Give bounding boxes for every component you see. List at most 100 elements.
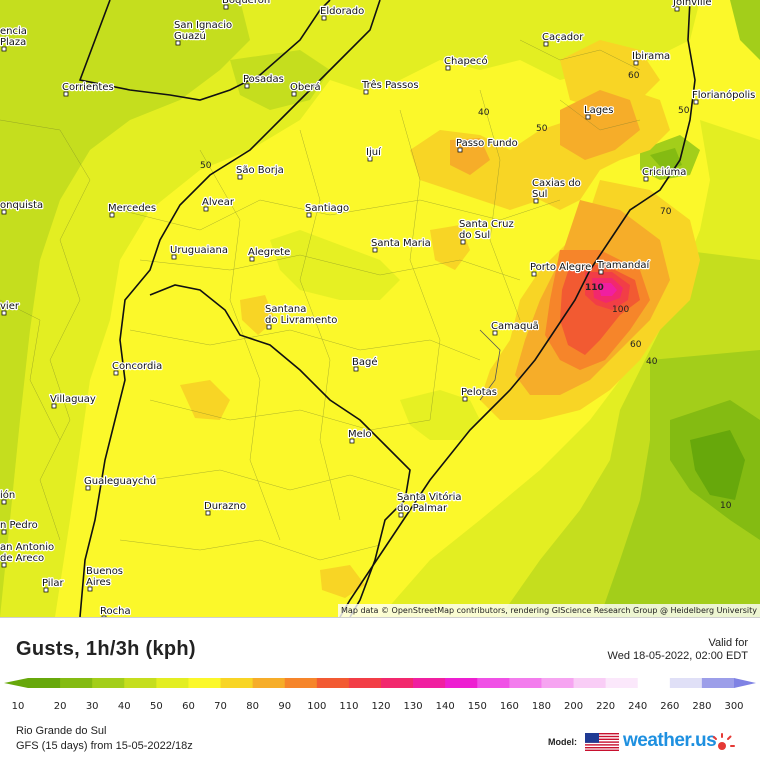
scale-swatch [28,678,61,688]
city-label: Alegrete [248,247,290,258]
city-ijui: Ijuí [365,145,383,162]
city-label: Mercedes [108,203,156,214]
city-label: ión [0,489,15,501]
city-passo-fundo: Passo Fundo [455,137,519,153]
city-villaguay: Villaguay [49,393,97,409]
city-label: Ijuí [366,146,382,158]
city-eldorado: Eldorado [319,5,365,21]
city-label: Alvear [202,197,235,208]
city-label: an Antonio [0,542,54,553]
city-label: Lages [584,105,613,116]
city-label: Uruguaiana [170,245,228,256]
scale-label: 300 [724,701,743,712]
admin-boundaries [0,39,641,561]
scale-label: 150 [468,701,487,712]
city-pilar: Pilar [41,577,66,593]
city-label: Passo Fundo [456,138,518,149]
city-label: onquista [0,200,43,211]
contour-label: 50 [678,106,690,116]
scale-swatch [413,678,446,688]
city-porto-alegre: Porto Alegre [529,261,592,277]
scale-swatch [60,678,93,688]
city-label: San Ignacio [174,20,232,31]
city-label: Caçador [542,32,584,43]
field-70-sw [320,565,365,598]
city-ibirama: Ibirama [631,50,671,66]
city-label: Joinville [672,0,712,8]
scale-label: 20 [54,701,67,712]
city-label: Três Passos [361,79,419,91]
scale-swatch [284,678,318,688]
city-tres-passos: Três Passos [360,78,420,95]
legend-panel: Gusts, 1h/3h (kph) Valid for Wed 18-05-2… [0,617,760,761]
city-label: Tramandaí [596,259,651,271]
city-uruguaiana: Uruguaiana [169,244,229,260]
scale-label: 260 [660,701,679,712]
city-union: ión [0,488,16,505]
city-posadas: Posadas [242,73,285,89]
contour-label: 50 [200,161,212,171]
city-santiago: Santiago [304,202,350,218]
city-label: Santiago [305,203,349,214]
field-50-center [270,230,400,300]
scale-label: 200 [564,701,583,712]
scale-swatch [445,678,478,688]
city-label: Santa Cruz [459,219,514,230]
city-label: Chapecó [444,55,488,67]
scale-swatch [541,678,575,688]
contour-label: 40 [478,108,490,118]
city-label: Pelotas [461,387,497,398]
city-alegrete: Alegrete [247,246,291,262]
scale-label: 70 [214,701,227,712]
field-70-ne [560,40,660,110]
city-camaqua: Camaquã [490,320,540,336]
scale-swatch [124,678,157,688]
scale-label: 240 [628,701,647,712]
gust-map[interactable]: Boqueron Eldorado Joinville encia Plaza San I… [0,0,760,617]
region-name: Rio Grande do Sul [16,725,107,737]
scale-label: 110 [339,701,358,712]
model-run: GFS (15 days) from 15-05-2022/18z [16,740,193,752]
scale-label: 40 [118,701,131,712]
scale-label: 30 [86,701,99,712]
scale-arrow-right [734,678,756,688]
contour-label: 10 [720,501,732,511]
scale-label: 120 [371,701,390,712]
scale-label: 140 [436,701,455,712]
city-label: Ibirama [632,51,670,62]
city-label: n Pedro [0,520,38,531]
city-chapeco: Chapecó [443,54,489,71]
scale-swatch [701,678,734,688]
city-san-pedro: n Pedro [0,519,39,535]
city-label: Bagé [352,356,378,368]
contour-label: 60 [628,71,640,81]
city-cacador: Caçador [541,31,585,47]
city-label: Guazú [174,30,206,42]
scale-swatch [252,678,286,688]
city-durazno: Durazno [203,500,247,516]
valid-time: Wed 18-05-2022, 02:00 EDT [607,650,748,662]
scale-label: 130 [404,701,423,712]
city-gualeguaychu: Gualeguaychú [83,474,157,491]
scale-label: 280 [692,701,711,712]
city-corrientes: Corrientes [61,81,115,97]
field-70-center [240,295,275,335]
contour-label: 60 [630,340,642,350]
city-label: Durazno [204,501,246,512]
field-130 [598,283,617,296]
sun-logo-icon [713,733,735,750]
city-florianopolis: Florianópolis [691,88,757,105]
city-label: Santa Maria [371,238,431,249]
contour-label: 70 [660,207,672,217]
brand-name[interactable]: weather.us [623,730,717,751]
field-80-north [560,90,640,160]
city-label: Caxias do [532,178,581,189]
field-50-south [400,390,480,440]
city-label: Melo [348,429,372,440]
contour-label: 40 [646,357,658,367]
